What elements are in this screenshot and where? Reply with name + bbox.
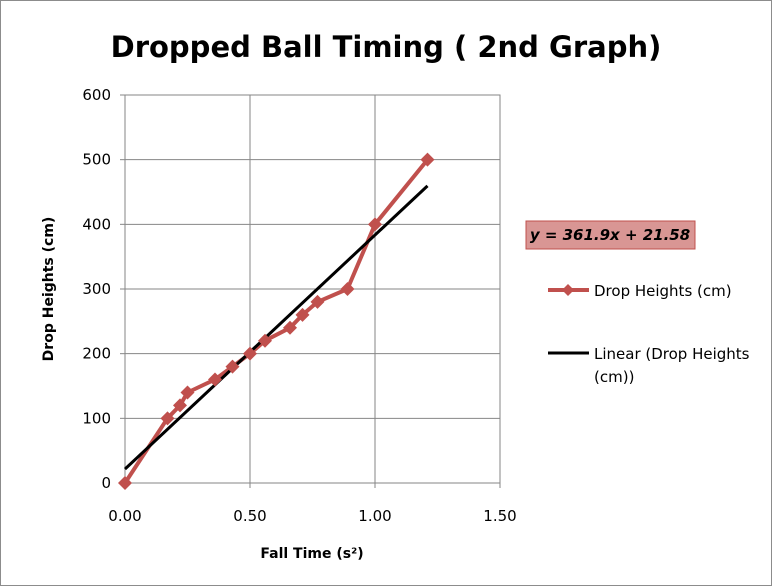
x-tick-label: 0.00 — [108, 507, 141, 525]
y-tick-label: 200 — [82, 345, 111, 363]
trendline-equation: y = 361.9x + 21.58 — [530, 226, 690, 244]
y-tick-label: 500 — [82, 151, 111, 169]
data-point — [340, 282, 355, 296]
data-point — [173, 398, 187, 413]
data-point — [420, 152, 435, 167]
y-axis-ticks: 0 100 200 300 400 500 600 — [82, 86, 125, 492]
x-tick-label: 1.50 — [483, 507, 516, 525]
legend-label-trendline: Linear (Drop Heights — [594, 345, 750, 363]
trendline-layer — [123, 184, 429, 471]
gridlines — [124, 94, 501, 484]
trendline — [123, 184, 429, 471]
y-axis-title: Drop Heights (cm) — [41, 217, 57, 362]
legend-label-series: Drop Heights (cm) — [594, 282, 732, 300]
x-axis-title: Fall Time (s²) — [260, 546, 363, 562]
data-point — [310, 294, 325, 309]
legend-marker-series — [562, 284, 574, 296]
x-axis-ticks: 0.00 0.50 1.00 1.50 — [108, 483, 517, 525]
data-point — [160, 411, 175, 426]
series-layer — [123, 157, 430, 485]
data-point — [243, 346, 257, 361]
data-point — [283, 320, 297, 335]
data-point — [295, 307, 310, 322]
data-point — [225, 359, 240, 374]
data-point — [368, 217, 382, 232]
x-tick-label: 0.50 — [233, 507, 266, 525]
x-tick-label: 1.00 — [358, 507, 391, 525]
data-point — [208, 372, 222, 387]
y-tick-label: 100 — [82, 409, 111, 427]
chart-title: Dropped Ball Timing ( 2nd Graph) — [111, 30, 662, 64]
data-point — [180, 385, 195, 400]
series-line — [123, 157, 430, 485]
y-tick-label: 0 — [101, 474, 111, 492]
data-point — [118, 476, 132, 490]
data-point — [258, 333, 272, 348]
legend-label-trendline-cont: (cm)) — [594, 368, 634, 386]
y-tick-label: 300 — [82, 280, 111, 298]
marker-layer — [118, 152, 435, 490]
y-tick-label: 400 — [82, 215, 111, 233]
y-tick-label: 600 — [82, 86, 111, 104]
trendline-equation-box — [525, 220, 696, 250]
